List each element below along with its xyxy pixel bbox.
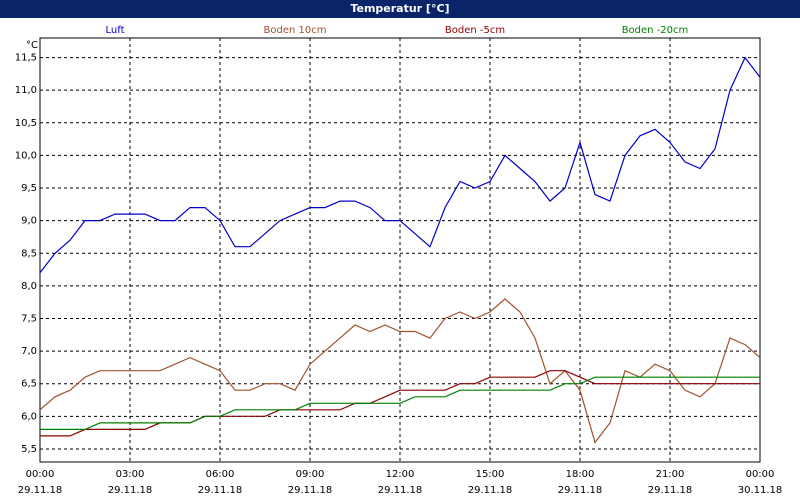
- x-tick-label: 12:00: [386, 469, 415, 480]
- x-tick-date: 29.11.18: [108, 485, 153, 496]
- x-tick-label: 15:00: [476, 469, 505, 480]
- line: [39, 56, 761, 274]
- legend-entry: Boden -5cm: [445, 25, 505, 36]
- title-bar: [0, 0, 800, 18]
- y-unit: °C: [26, 40, 38, 51]
- plot-border: [39, 37, 761, 463]
- x-tick-date: 29.11.18: [18, 485, 63, 496]
- y-tick-label: 11,5: [15, 53, 37, 64]
- x-tick-label: 09:00: [296, 469, 325, 480]
- x-tick-date: 29.11.18: [198, 485, 243, 496]
- y-tick-label: 7,5: [21, 313, 37, 324]
- x-tick-label: 18:00: [566, 469, 595, 480]
- y-tick-label: 6,5: [21, 379, 37, 390]
- y-tick-label: 10,5: [15, 118, 37, 129]
- y-tick-label: 11,0: [15, 85, 37, 96]
- x-tick-date: 29.11.18: [558, 485, 603, 496]
- x-tick-date: 29.11.18: [648, 485, 693, 496]
- x-tick-date: 29.11.18: [468, 485, 513, 496]
- chart-title: Temperatur [°C]: [350, 2, 449, 15]
- x-tick-label: 21:00: [656, 469, 685, 480]
- y-tick-label: 5,5: [21, 444, 37, 455]
- legend-entry: Luft: [106, 25, 125, 36]
- y-tick-label: 8,5: [21, 248, 37, 259]
- x-tick-label: 03:00: [116, 469, 145, 480]
- y-tick-label: 8,0: [21, 281, 37, 292]
- x-tick-label: 00:00: [26, 469, 55, 480]
- legend-entry: Boden -20cm: [622, 25, 689, 36]
- line: [40, 376, 760, 430]
- y-tick-label: 9,5: [21, 183, 37, 194]
- y-tick-label: 10,0: [15, 150, 37, 161]
- y-tick-label: 9,0: [21, 216, 37, 227]
- legend-entry: Boden 10cm: [264, 25, 327, 36]
- x-tick-label: 06:00: [206, 469, 235, 480]
- x-tick-date: 30.11.18: [738, 485, 783, 496]
- y-tick-label: 6,0: [21, 411, 37, 422]
- y-tick-label: 7,0: [21, 346, 37, 357]
- x-tick-label: 00:00: [746, 469, 775, 480]
- x-tick-date: 29.11.18: [378, 485, 423, 496]
- x-tick-date: 29.11.18: [288, 485, 333, 496]
